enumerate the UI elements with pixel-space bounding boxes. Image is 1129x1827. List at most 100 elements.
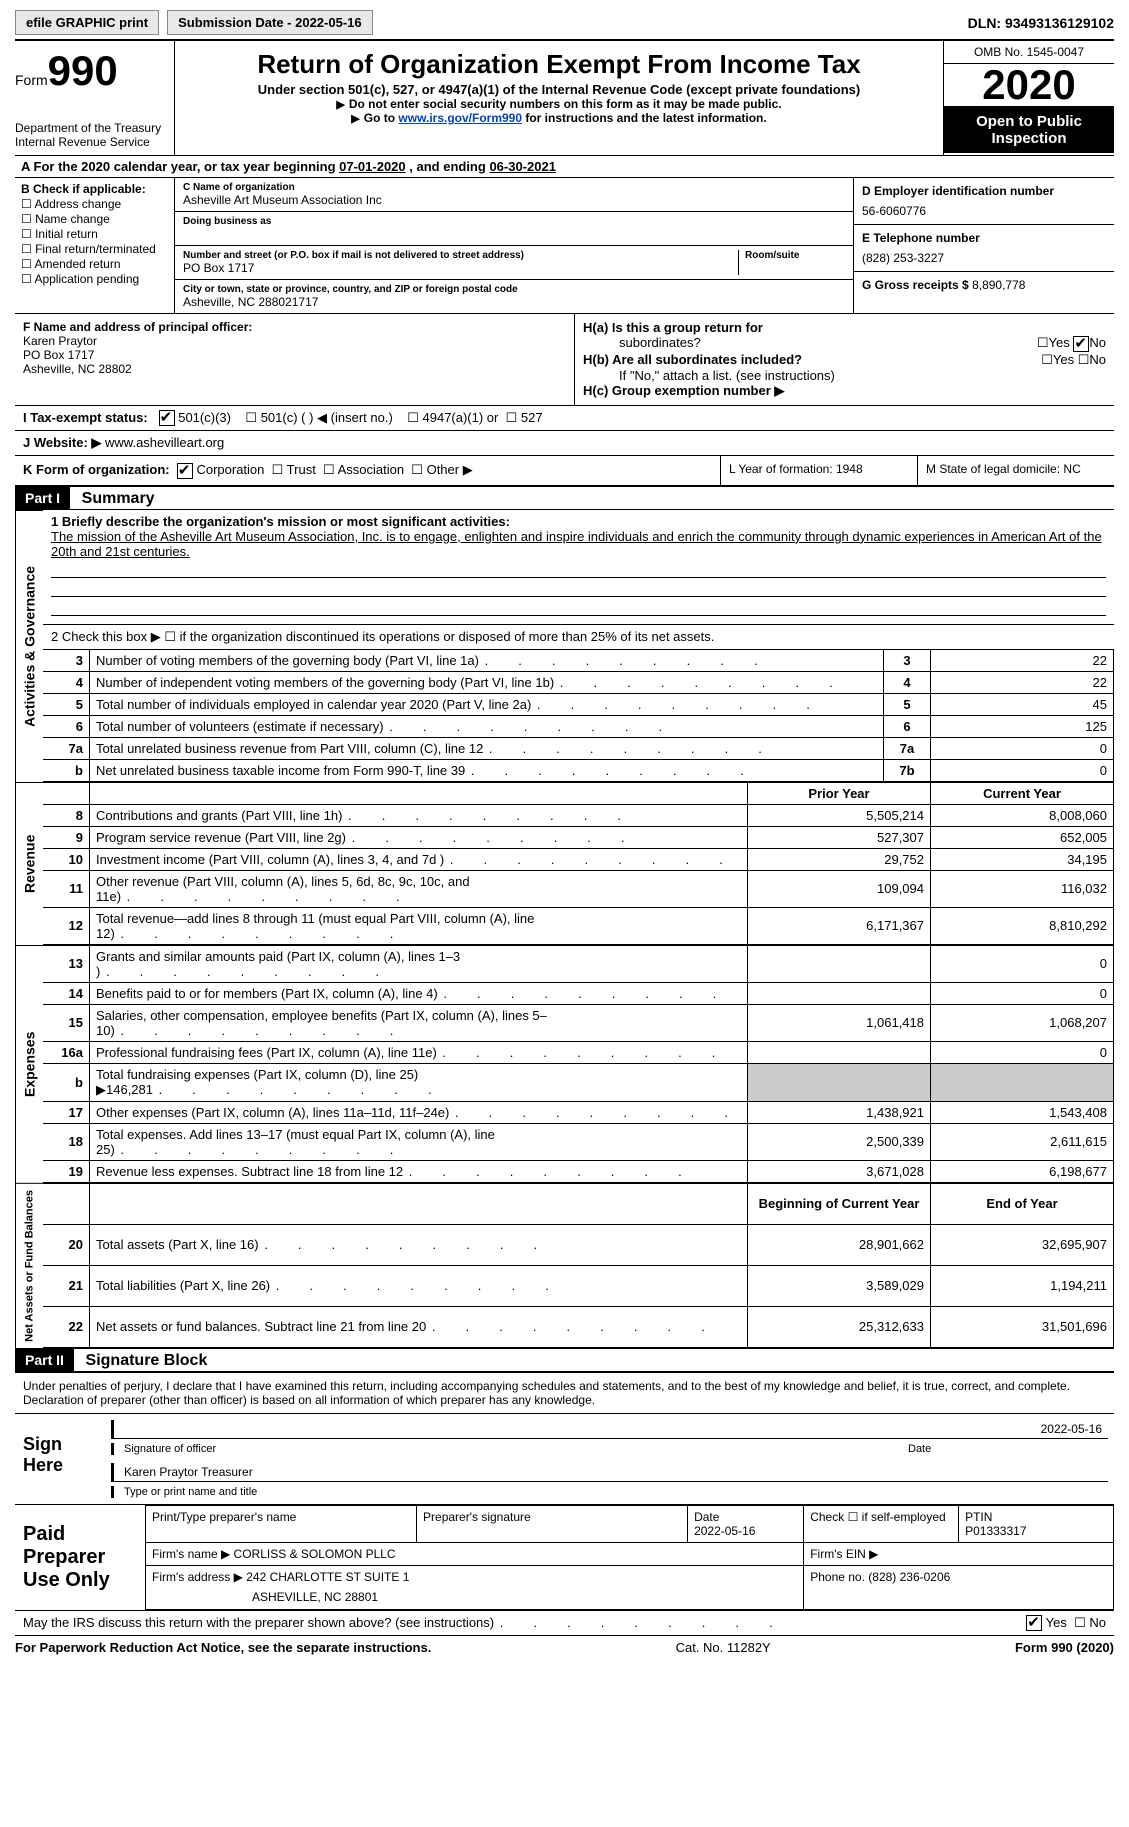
col-prior: Prior Year <box>748 782 931 804</box>
line-box: 7a <box>884 737 931 759</box>
rev-table: Prior YearCurrent Year8Contributions and… <box>43 782 1114 945</box>
firm-phone: Phone no. (828) 236-0206 <box>804 1566 1114 1609</box>
line-val: 0 <box>931 759 1114 781</box>
expenses-section: Expenses 13Grants and similar amounts pa… <box>15 945 1114 1183</box>
mission-label: 1 Briefly describe the organization's mi… <box>51 514 1106 529</box>
line-no: 11 <box>43 870 90 907</box>
part2-title: Signature Block <box>86 1352 208 1369</box>
line-desc: Total fundraising expenses (Part IX, col… <box>90 1063 748 1101</box>
line-desc: Total number of individuals employed in … <box>90 693 884 715</box>
sig-date-lbl: Date <box>908 1443 1108 1455</box>
efile-print-button[interactable]: efile GRAPHIC print <box>15 10 159 35</box>
part2-label: Part II <box>15 1349 74 1371</box>
subdate-value: 2022-05-16 <box>295 15 362 30</box>
line2-discontinued: 2 Check this box ▶ ☐ if the organization… <box>43 625 1114 649</box>
prep-h-sig: Preparer's signature <box>417 1505 688 1542</box>
page-footer: For Paperwork Reduction Act Notice, see … <box>15 1636 1114 1659</box>
col-prior: Beginning of Current Year <box>748 1183 931 1224</box>
form-header: Form990 Department of the Treasury Inter… <box>15 39 1114 156</box>
line-desc: Contributions and grants (Part VIII, lin… <box>90 804 748 826</box>
gov-table: 3Number of voting members of the governi… <box>43 649 1114 782</box>
col-cur: Current Year <box>931 782 1114 804</box>
cb-amended[interactable]: ☐ Amended return <box>21 257 168 271</box>
subdate-label: Submission Date - <box>178 15 295 30</box>
ha-label: H(a) Is this a group return for <box>583 320 763 335</box>
box-h: H(a) Is this a group return for subordin… <box>575 314 1114 405</box>
firm-addr: 242 CHARLOTTE ST SUITE 1 <box>246 1570 409 1584</box>
discuss-yes-check[interactable] <box>1026 1615 1042 1631</box>
prior-val: 3,589,029 <box>748 1265 931 1306</box>
line-no: 22 <box>43 1306 90 1347</box>
officer-addr2: Asheville, NC 28802 <box>23 362 566 376</box>
name-title-lbl: Type or print name and title <box>111 1486 1108 1498</box>
identity-boxes: B Check if applicable: ☐ Address change … <box>15 178 1114 314</box>
k-corp: Corporation <box>196 462 264 477</box>
form-word: Form <box>15 72 48 88</box>
line-box: 5 <box>884 693 931 715</box>
part2-bar: Part II Signature Block <box>15 1348 1114 1372</box>
cur-val: 6,198,677 <box>931 1160 1114 1182</box>
k-trust: Trust <box>287 462 316 477</box>
period-end: 06-30-2021 <box>489 159 556 174</box>
cur-val: 1,194,211 <box>931 1265 1114 1306</box>
cb-name-change[interactable]: ☐ Name change <box>21 212 168 226</box>
mission-text: The mission of the Asheville Art Museum … <box>51 529 1106 559</box>
form-title: Return of Organization Exempt From Incom… <box>185 49 933 80</box>
header-left: Form990 Department of the Treasury Inter… <box>15 41 175 155</box>
officer-and-group: F Name and address of principal officer:… <box>15 314 1114 406</box>
yes-lbl: Yes <box>1049 335 1070 350</box>
note2b: for instructions and the latest informat… <box>522 111 767 125</box>
line-val: 22 <box>931 671 1114 693</box>
city-value: Asheville, NC 288021717 <box>183 295 318 309</box>
footer-right: Form 990 (2020) <box>1015 1640 1114 1655</box>
form-990-page: efile GRAPHIC print Submission Date - 20… <box>0 0 1129 1669</box>
hb-label: H(b) Are all subordinates included? <box>583 352 802 368</box>
prior-val: 1,061,418 <box>748 1004 931 1041</box>
gross-label: G Gross receipts $ <box>862 278 972 292</box>
exp-table: 13Grants and similar amounts paid (Part … <box>43 945 1114 1183</box>
ha-no-check[interactable] <box>1073 336 1089 352</box>
ck-corp[interactable] <box>177 463 193 479</box>
line-desc: Professional fundraising fees (Part IX, … <box>90 1041 748 1063</box>
dln-label: DLN: <box>968 15 1005 31</box>
box-f: F Name and address of principal officer:… <box>15 314 575 405</box>
period-c: , and ending <box>409 159 489 174</box>
line-desc: Net unrelated business taxable income fr… <box>90 759 884 781</box>
line-no: 3 <box>43 649 90 671</box>
preparer-table: Print/Type preparer's name Preparer's si… <box>145 1505 1114 1610</box>
firm-city: ASHEVILLE, NC 28801 <box>152 1590 797 1604</box>
sig-date-val: 2022-05-16 <box>1041 1422 1102 1436</box>
cb-final-return[interactable]: ☐ Final return/terminated <box>21 242 168 256</box>
tel-value: (828) 253-3227 <box>862 251 1106 265</box>
irs-link[interactable]: www.irs.gov/Form990 <box>398 111 522 125</box>
k-l-m-line: K Form of organization: Corporation ☐ Tr… <box>15 456 1114 486</box>
taxex-d: 527 <box>521 410 543 425</box>
form-subtitle: Under section 501(c), 527, or 4947(a)(1)… <box>185 82 933 97</box>
line-desc: Total revenue—add lines 8 through 11 (mu… <box>90 907 748 944</box>
cb-initial-return[interactable]: ☐ Initial return <box>21 227 168 241</box>
line-no: 15 <box>43 1004 90 1041</box>
line-desc: Salaries, other compensation, employee b… <box>90 1004 748 1041</box>
note1: Do not enter social security numbers on … <box>349 97 782 111</box>
cur-val: 31,501,696 <box>931 1306 1114 1347</box>
prep-h-name: Print/Type preparer's name <box>146 1505 417 1542</box>
ck-501c3[interactable] <box>159 410 175 426</box>
cb-address-change[interactable]: ☐ Address change <box>21 197 168 211</box>
discuss-line: May the IRS discuss this return with the… <box>15 1611 1114 1637</box>
addr-label: Number and street (or P.O. box if mail i… <box>183 250 738 261</box>
prior-val: 29,752 <box>748 848 931 870</box>
irs-line: Internal Revenue Service <box>15 135 168 149</box>
dba-label: Doing business as <box>183 216 845 227</box>
public-inspection: Open to Public Inspection <box>944 107 1114 153</box>
hc-label: H(c) Group exemption number ▶ <box>583 383 784 398</box>
prior-val: 28,901,662 <box>748 1224 931 1265</box>
line-no: 19 <box>43 1160 90 1182</box>
line-no: 14 <box>43 982 90 1004</box>
netassets-section: Net Assets or Fund Balances Beginning of… <box>15 1183 1114 1348</box>
cb-app-pending[interactable]: ☐ Application pending <box>21 272 168 286</box>
hb-note: If "No," attach a list. (see instruction… <box>583 368 1106 383</box>
prior-val: 25,312,633 <box>748 1306 931 1347</box>
web-value: www.ashevilleart.org <box>105 435 224 450</box>
k-label: K Form of organization: <box>23 462 170 477</box>
officer-addr1: PO Box 1717 <box>23 348 566 362</box>
